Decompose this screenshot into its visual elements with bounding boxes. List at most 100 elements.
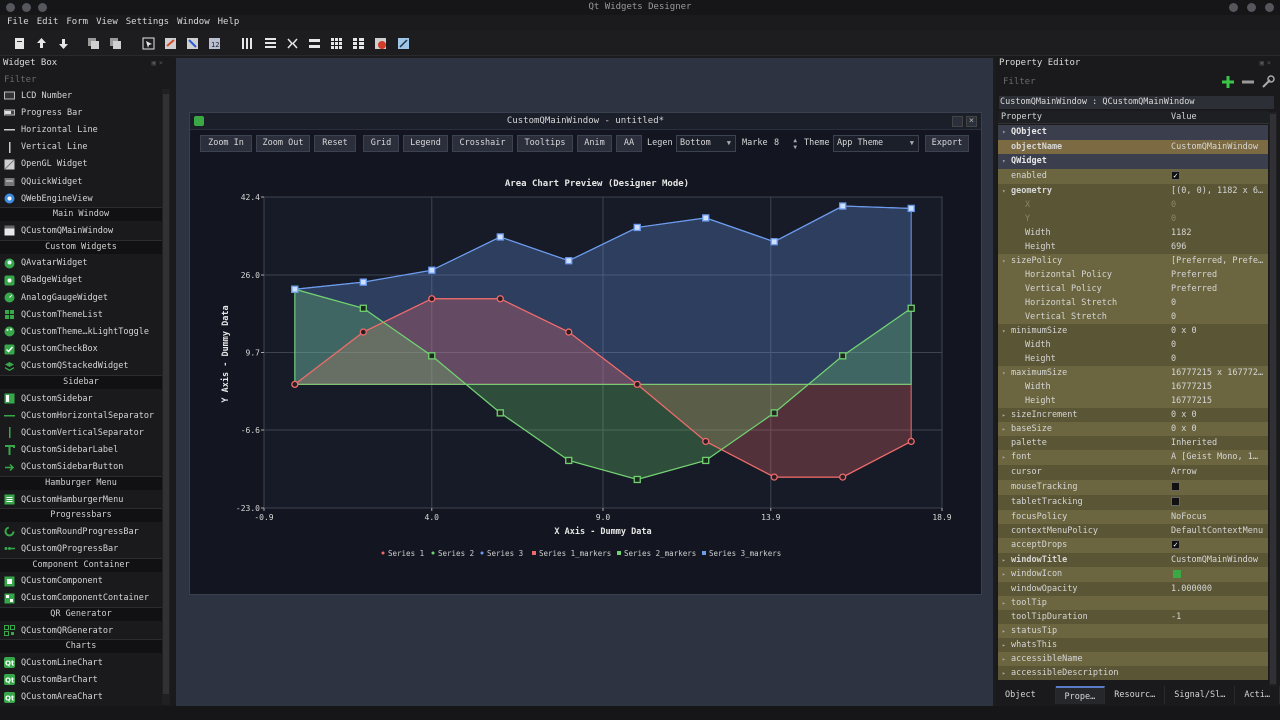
theme-select[interactable]: App Theme ▼ [833,135,919,152]
form-close-button[interactable]: × [966,116,977,127]
property-value[interactable]: 0 x 0 [1169,422,1268,436]
property-row[interactable]: Width 1182 [998,226,1268,240]
property-value[interactable]: ✓ [1169,538,1268,552]
layout-splitter-v-icon[interactable] [308,37,321,50]
dock-float-close-icon[interactable]: ▣× [151,59,166,67]
widget-item[interactable]: AnalogGaugeWidget [0,289,162,306]
widget-item[interactable]: QCustomQMainWindow [0,222,162,239]
menu-settings[interactable]: Settings [125,17,170,27]
layout-form-icon[interactable] [352,37,365,50]
export-button[interactable]: Export [925,135,969,152]
property-row[interactable]: Width 16777215 [998,380,1268,394]
chevron-down-icon[interactable]: ▾ [1002,258,1006,265]
tab-resource-browser[interactable]: Resourc… [1105,686,1166,704]
property-editor-scrollbar[interactable] [1269,112,1277,687]
property-row[interactable]: Height 696 [998,240,1268,254]
layout-vertical-icon[interactable] [264,37,277,50]
widget-item[interactable]: QBadgeWidget [0,272,162,289]
antialias-toggle-button[interactable]: AA [616,135,642,152]
property-row[interactable]: cursor Arrow [998,465,1268,480]
property-value[interactable]: 16777215 [1169,394,1268,408]
form-window-controls[interactable]: × [952,116,977,127]
chevron-down-icon[interactable]: ▾ [1002,129,1006,136]
property-row[interactable]: ▸ statusTip [998,624,1268,638]
property-row[interactable]: ▾ QObject [998,125,1268,140]
widget-category[interactable]: Hamburger Menu [0,476,162,490]
menu-view[interactable]: View [96,17,118,27]
property-value[interactable]: -1 [1169,610,1268,624]
widget-item[interactable]: QCustomThemeList [0,306,162,323]
menu-form[interactable]: Form [66,17,89,27]
property-value[interactable] [1169,624,1268,638]
maximize-button[interactable] [1247,3,1256,12]
property-value[interactable]: Inherited [1169,436,1268,450]
widget-item[interactable]: QCustomQRGenerator [0,622,162,639]
property-row[interactable]: Height 0 [998,352,1268,366]
property-filter-input[interactable]: Filter [1003,77,1036,87]
chevron-right-icon[interactable]: ▸ [1002,628,1006,635]
widget-item[interactable]: QCustomCheckBox [0,341,162,358]
property-row[interactable]: toolTipDuration -1 [998,610,1268,624]
widget-box-scrollbar[interactable] [162,89,170,705]
grid-toggle-button[interactable]: Grid [363,135,399,152]
edit-tab-order-icon[interactable]: 12 [208,37,221,50]
new-form-icon[interactable] [13,37,26,50]
property-value[interactable]: A [Geist Mono, 1… [1169,450,1268,464]
property-column-header[interactable]: Property [1001,112,1042,122]
break-layout-icon[interactable] [374,37,387,50]
property-value[interactable]: 16777215 x 167772… [1169,366,1268,380]
menu-help[interactable]: Help [217,17,240,27]
widget-filter-input[interactable]: Filter [4,75,37,85]
save-icon[interactable] [57,37,70,50]
area-chart[interactable]: Area Chart Preview (Designer Mode) -0.9 4… [190,160,981,570]
property-value[interactable]: 0 [1169,338,1268,352]
checkbox[interactable]: ✓ [1171,540,1180,549]
property-row[interactable]: enabled ✓ [998,169,1268,184]
property-value[interactable]: CustomQMainWindow [1169,140,1268,154]
chevron-down-icon[interactable]: ▾ [1002,188,1006,195]
edit-widgets-icon[interactable] [142,37,155,50]
widget-item[interactable]: Qt QCustomBarChart [0,671,162,688]
dock-splitter[interactable] [172,58,176,706]
property-row[interactable]: ▸ windowIcon [998,567,1268,582]
property-row[interactable]: ▸ accessibleDescription [998,666,1268,680]
property-row[interactable]: ▾ QWidget [998,154,1268,169]
paste-icon[interactable] [109,37,122,50]
widget-item[interactable]: QCustomTheme…kLightToggle [0,323,162,340]
property-row[interactable]: ▸ accessibleName [998,652,1268,666]
chevron-right-icon[interactable]: ▸ [1002,670,1006,677]
remove-property-icon[interactable] [1240,74,1256,90]
property-row[interactable]: Height 16777215 [998,394,1268,408]
chevron-down-icon[interactable]: ▾ [1002,370,1006,377]
property-value[interactable] [1169,652,1268,666]
property-row[interactable]: ▸ font A [Geist Mono, 1… [998,450,1268,465]
property-value[interactable]: DefaultContextMenu [1169,524,1268,538]
property-row[interactable]: Width 0 [998,338,1268,352]
window-controls[interactable] [1229,3,1274,12]
open-icon[interactable] [35,37,48,50]
close-button[interactable] [1265,3,1274,12]
tab-signal-slot-editor[interactable]: Signal/Sl… [1165,686,1236,704]
property-value[interactable]: Preferred [1169,268,1268,282]
property-row[interactable]: ▸ baseSize 0 x 0 [998,422,1268,436]
chevron-right-icon[interactable]: ▸ [1002,426,1006,433]
property-value[interactable] [1169,495,1268,509]
edit-buddies-icon[interactable] [186,37,199,50]
widget-category[interactable]: QR Generator [0,607,162,621]
chevron-right-icon[interactable]: ▸ [1002,656,1006,663]
widget-item[interactable]: Vertical Line [0,139,162,156]
property-row[interactable]: Vertical Stretch 0 [998,310,1268,324]
add-property-icon[interactable] [1220,74,1236,90]
property-value[interactable]: 0 x 0 [1169,408,1268,422]
dock-float-close-icon[interactable]: ▣× [1259,59,1274,67]
property-row[interactable]: tabletTracking [998,495,1268,510]
copy-icon[interactable] [87,37,100,50]
property-value[interactable]: 0 [1169,212,1268,226]
property-value[interactable]: [Preferred, Prefe… [1169,254,1268,268]
property-value[interactable] [1169,567,1268,581]
chevron-right-icon[interactable]: ▸ [1002,571,1006,578]
checkbox[interactable]: ✓ [1171,171,1180,180]
zoom-out-button[interactable]: Zoom Out [256,135,310,152]
